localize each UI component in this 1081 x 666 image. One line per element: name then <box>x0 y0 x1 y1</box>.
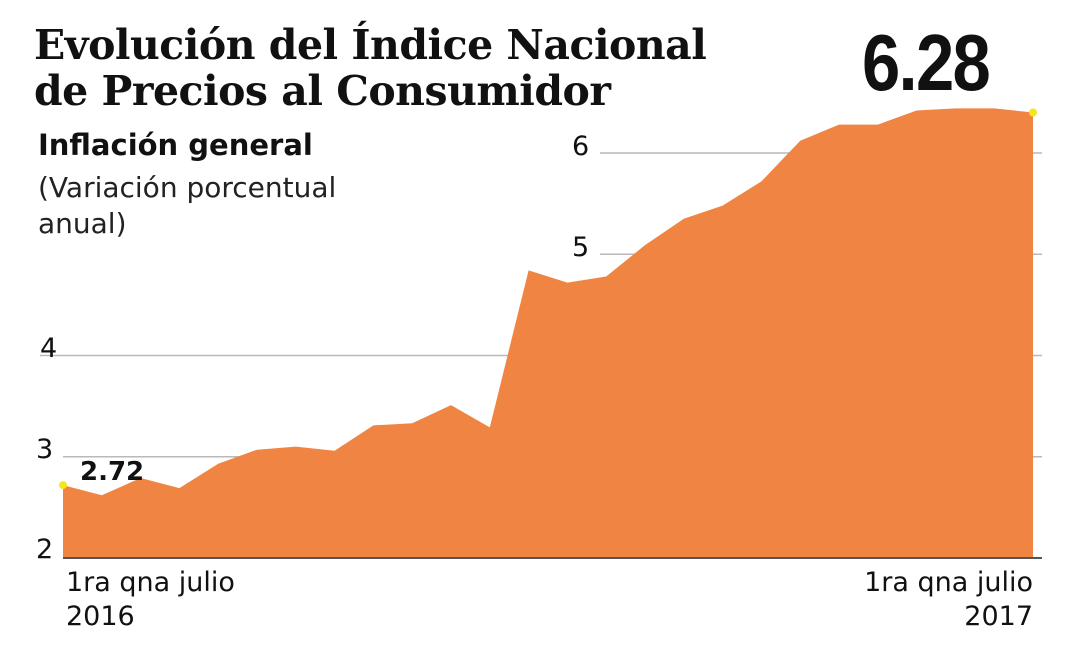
chart-subtitle: Inflación general <box>38 128 313 162</box>
x-label-end: 1ra qna julio 2017 <box>864 566 1033 634</box>
y-tick-label-4: 4 <box>40 333 57 364</box>
title-line-1: Evolución del Índice Nacional <box>34 21 707 69</box>
data-point-0 <box>59 481 67 490</box>
x-label-start-line-2: 2016 <box>66 601 135 632</box>
data-point-25 <box>1029 108 1037 117</box>
latest-value: 6.28 <box>862 18 991 107</box>
x-label-end-line-2: 2017 <box>964 601 1033 632</box>
x-label-start-line-1: 1ra qna julio <box>66 567 235 598</box>
y-tick-label-6: 6 <box>572 131 589 162</box>
y-tick-label-2: 2 <box>36 534 53 565</box>
chart-title: Evolución del Índice Nacional de Precios… <box>34 22 834 114</box>
subnote-line-2: anual) <box>38 207 127 240</box>
title-line-2: de Precios al Consumidor <box>34 67 611 115</box>
subnote-line-1: (Variación porcentual <box>38 171 337 204</box>
x-label-end-line-1: 1ra qna julio <box>864 567 1033 598</box>
x-label-start: 1ra qna julio 2016 <box>66 566 235 634</box>
data-label-start: 2.72 <box>80 457 144 487</box>
y-tick-label-5: 5 <box>572 232 589 263</box>
y-tick-label-3: 3 <box>36 434 53 465</box>
chart-subnote: (Variación porcentual anual) <box>38 170 418 242</box>
inflation-area <box>63 108 1033 559</box>
